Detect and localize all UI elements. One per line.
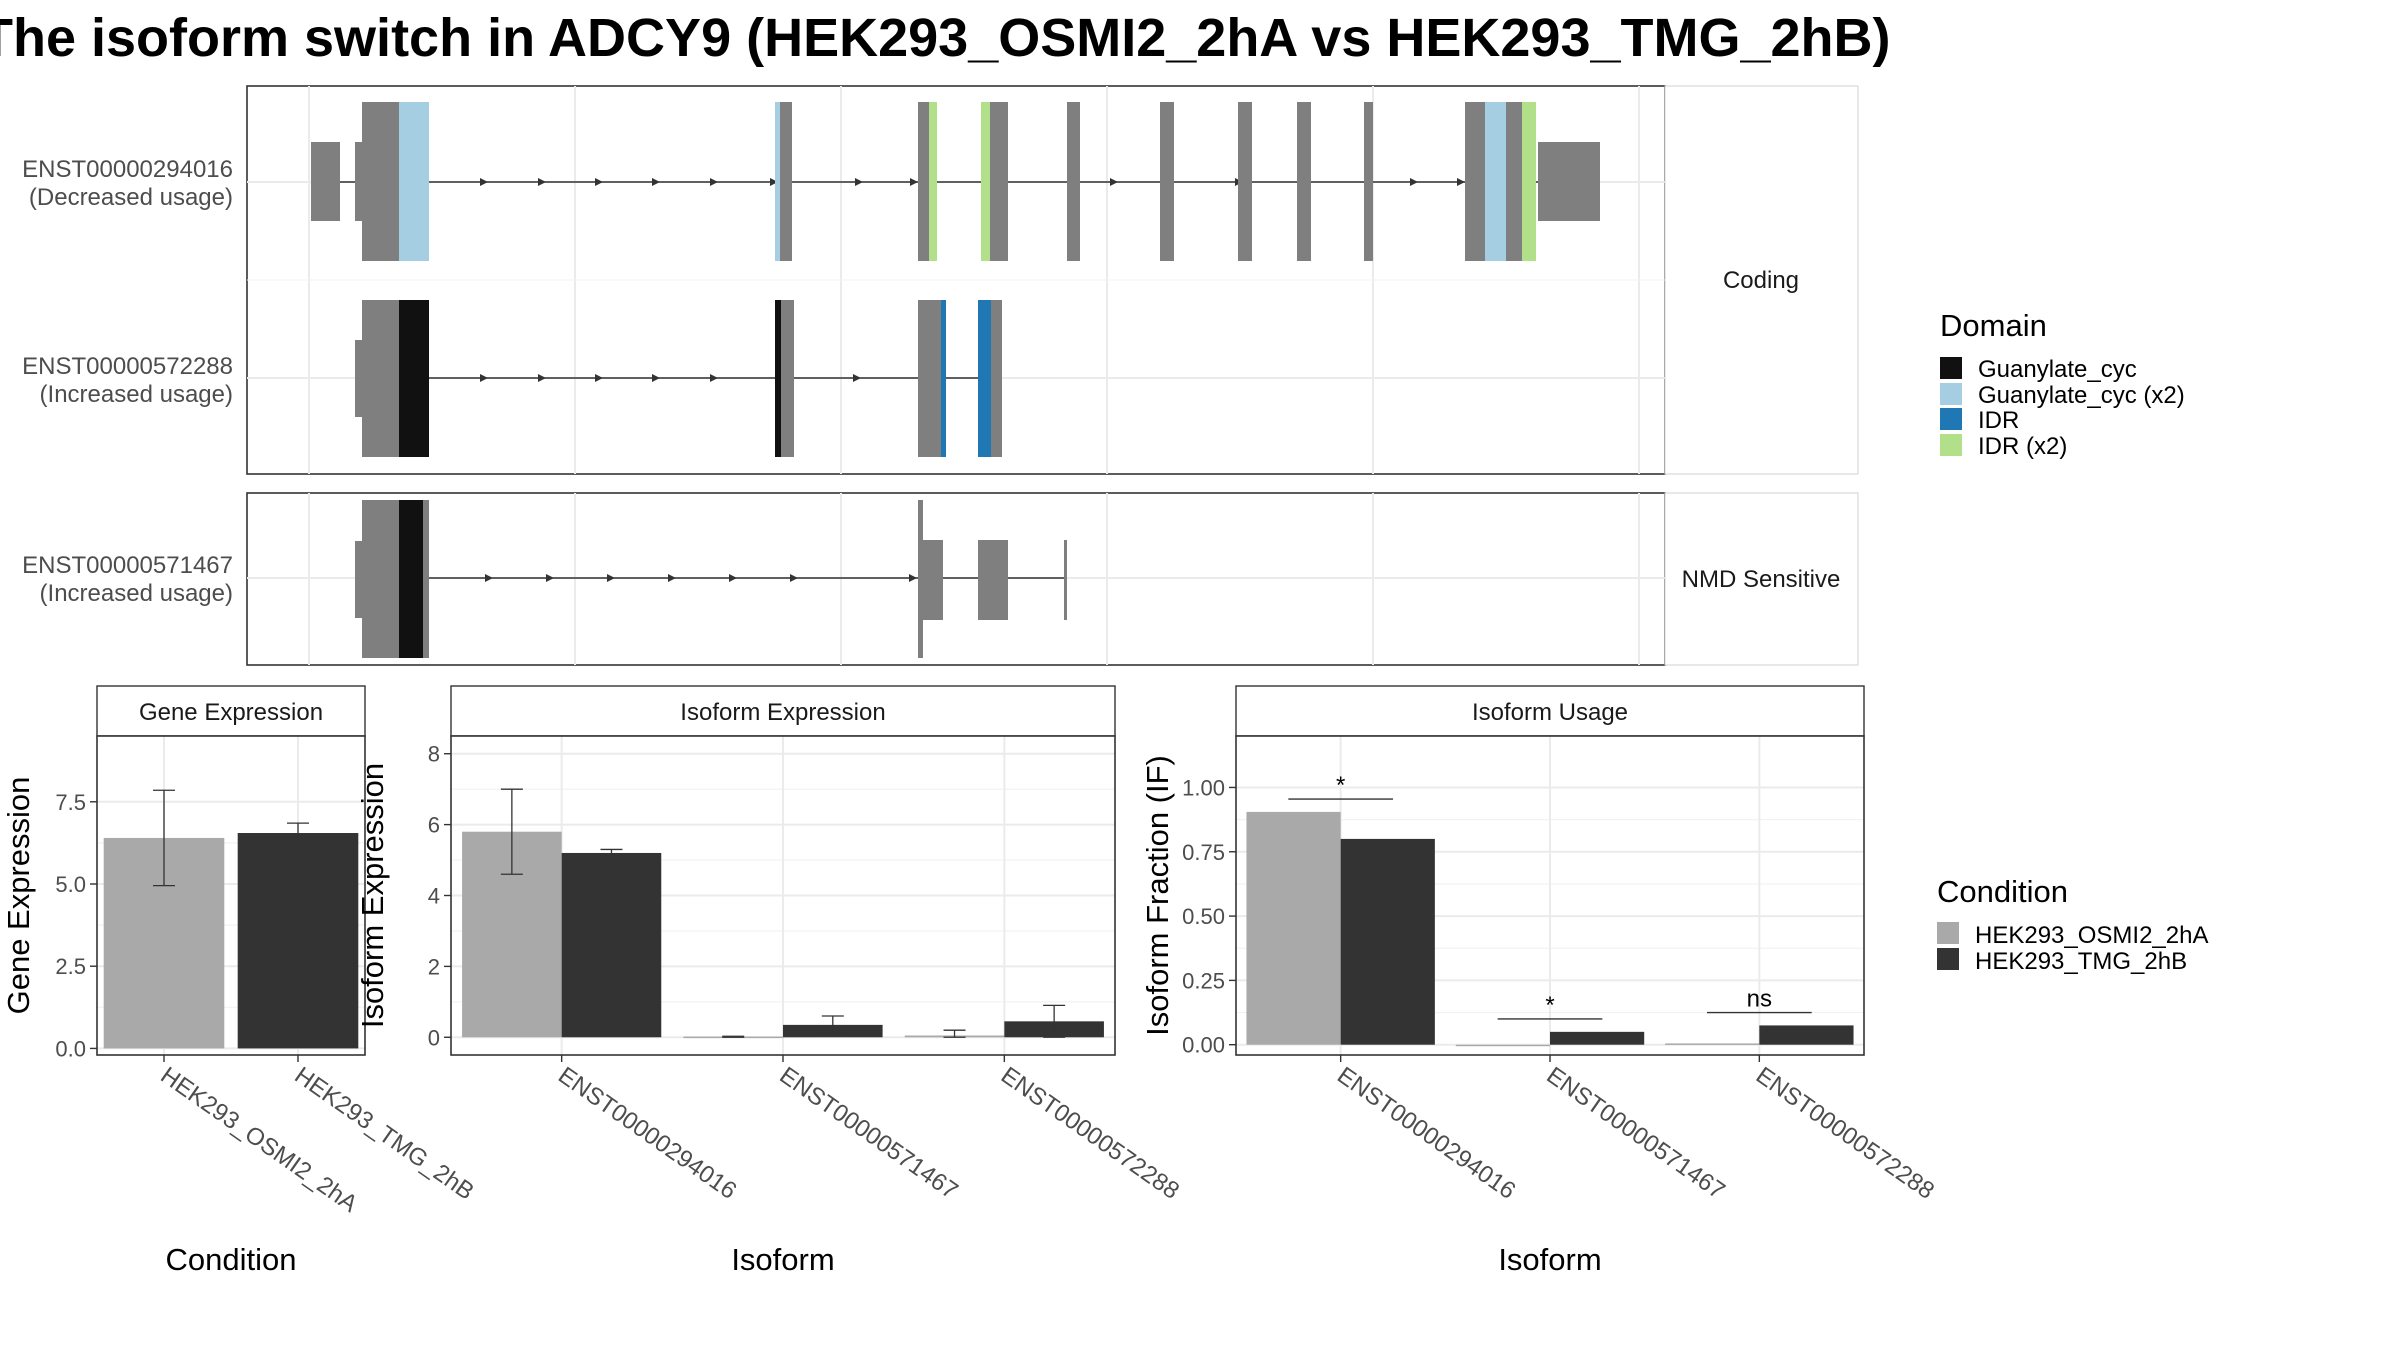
plot-border [96,735,366,1056]
legend-label: HEK293_OSMI2_2hA [1975,922,2208,949]
domain-guanylate-cyc [775,300,781,457]
domain-idr-x2 [1522,102,1536,261]
y-tick-label: 1.00 [1182,775,1225,800]
nmd-strip [1664,492,1859,666]
domain-guanylate-cyc-x2 [775,102,780,261]
significance-label: ns [1747,986,1772,1013]
domain-blocks [399,102,1536,261]
y-tick-label: 6 [428,813,440,838]
y-tick-label: 0.25 [1182,968,1225,993]
legend-label: IDR [1978,407,2019,434]
isoform-track-294016 [311,102,1600,261]
domain-blocks [399,300,991,457]
y-tick-label: 5.0 [55,872,86,897]
domain-idr [941,300,946,457]
isoform-id-label: ENST00000571467 [22,552,233,579]
panel-title: Isoform Expression [680,699,885,726]
bar-cond2 [1550,1031,1645,1045]
x-tick-label: ENST00000571467 [775,1062,963,1205]
isoform-usage-label: (Decreased usage) [29,184,233,211]
domain-idr-x2 [929,102,937,261]
y-tick-label: 0.00 [1182,1033,1225,1058]
bar-cond1 [1455,1044,1550,1047]
domain-guanylate-cyc-x2 [1485,102,1506,261]
isoform-id-label: ENST00000572288 [22,353,233,380]
legend-key-idr [1940,408,1962,430]
x-axis-title: Isoform [1498,1242,1601,1277]
isoform-track-572288 [355,300,1002,457]
isoform-usage-panel: Isoform Usage 0.00 0.25 0.50 0.75 1.00 * * ns ENS… [1140,685,1939,1277]
bar-cond1 [1665,1043,1760,1045]
intron-arrows [480,178,1465,186]
gene-expression-panel: Gene Expression0.02.55.07.5HEK293_OSMI2_… [1,685,479,1277]
legend-key-cond2 [1937,948,1959,970]
x-tick-label: ENST00000572288 [996,1062,1184,1205]
isoform-track-571467 [355,500,1067,658]
coding-strip-label: Coding [1723,267,1799,294]
y-tick-label: 0.75 [1182,840,1225,865]
legend-key-idr-x2 [1940,434,1962,456]
figure-title: The isoform switch in ADCY9 (HEK293_OSMI… [0,8,1891,68]
x-axis-title: Isoform [731,1242,834,1277]
x-axis-title: Condition [166,1242,297,1277]
y-tick-label: 4 [428,884,440,909]
legend-label: HEK293_TMG_2hB [1975,948,2187,975]
coding-strip [1664,85,1859,475]
bar-cond2 [561,852,662,1038]
legend-key-guanylate-cyc-x2 [1940,383,1962,405]
isoform-labels: ENST00000294016 (Decreased usage) ENST00… [22,156,233,607]
x-tick-label: ENST00000572288 [1751,1062,1939,1205]
x-tick-label: ENST00000571467 [1542,1062,1730,1205]
panel-strip [450,685,1116,737]
panel-title: Gene Expression [139,699,323,726]
isoform-usage-label: (Increased usage) [40,580,233,607]
legend-key-guanylate-cyc [1940,357,1962,379]
domain-idr-x2 [981,102,990,261]
bar-cond2 [237,833,359,1049]
bar-cond1 [1246,811,1341,1045]
condition-legend-title: Condition [1937,874,2068,909]
domain-legend-title: Domain [1940,308,2047,343]
legend-label: Guanylate_cyc (x2) [1978,382,2185,409]
nmd-strip-label: NMD Sensitive [1682,566,1841,593]
panel-strip [1235,685,1865,737]
y-tick-label: 0.50 [1182,904,1225,929]
y-axis-title: Isoform Fraction (IF) [1140,755,1175,1036]
intron-arrows [480,374,861,382]
domain-legend: Domain Guanylate_cyc Guanylate_cyc (x2) … [1940,308,2185,460]
bar-cond2 [1759,1025,1854,1045]
significance-label: * [1545,992,1554,1019]
y-axis-title: Gene Expression [1,777,36,1015]
y-tick-label: 0 [428,1025,440,1050]
x-tick-label: ENST00000294016 [553,1062,741,1205]
y-tick-label: 8 [428,742,440,767]
legend-label: Guanylate_cyc [1978,356,2137,383]
x-tick-label: ENST00000294016 [1332,1062,1520,1205]
legend-key-cond1 [1937,922,1959,944]
y-tick-label: 7.5 [55,790,86,815]
structure-coding-panel: Coding [246,85,1859,475]
significance-label: * [1336,772,1345,799]
domain-guanylate-cyc-x2 [399,102,429,261]
condition-legend: Condition HEK293_OSMI2_2hA HEK293_TMG_2h… [1937,874,2208,975]
domain-guanylate-cyc [399,500,423,658]
intron-arrows [485,574,917,582]
y-axis-title: Isoform Expression [355,763,390,1028]
isoform-id-label: ENST00000294016 [22,156,233,183]
y-tick-label: 0.0 [55,1036,86,1061]
isoform-usage-label: (Increased usage) [40,381,233,408]
y-tick-label: 2.5 [55,954,86,979]
domain-idr [978,300,991,457]
y-tick-label: 2 [428,954,440,979]
exons [355,500,1067,658]
bar-cond2 [1340,838,1435,1045]
domain-guanylate-cyc [399,300,429,457]
structure-nmd-panel: NMD Sensitive [246,492,1859,666]
legend-label: IDR (x2) [1978,433,2067,460]
panel-title: Isoform Usage [1472,699,1628,726]
panel-strip [96,685,366,737]
